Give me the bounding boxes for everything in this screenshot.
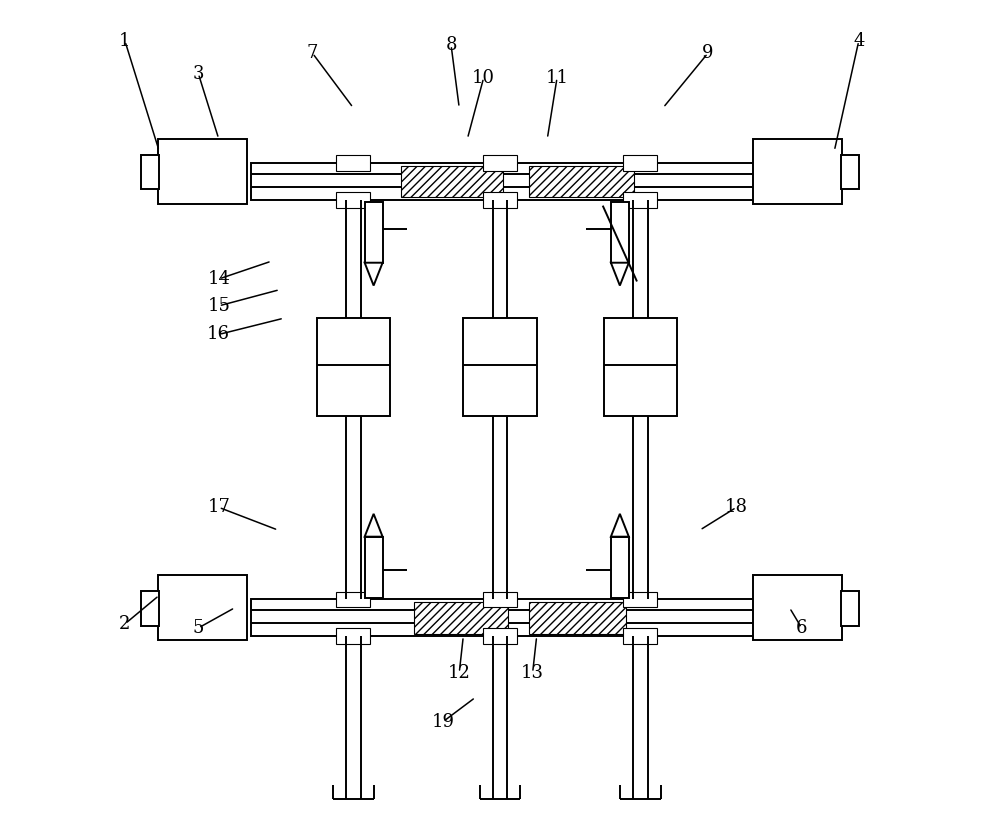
Text: 12: 12 xyxy=(448,664,471,682)
Bar xyxy=(141,155,159,190)
Bar xyxy=(251,599,761,636)
Text: 6: 6 xyxy=(796,619,807,637)
Bar xyxy=(158,139,247,204)
Bar xyxy=(336,592,370,607)
Bar xyxy=(623,192,657,208)
Bar xyxy=(611,201,629,263)
Text: 9: 9 xyxy=(702,44,714,62)
Bar xyxy=(158,575,247,641)
Bar xyxy=(753,575,842,641)
Text: 15: 15 xyxy=(207,297,230,315)
Bar xyxy=(841,155,859,190)
Text: 2: 2 xyxy=(119,615,131,633)
Text: 16: 16 xyxy=(207,325,230,344)
Bar xyxy=(317,318,390,416)
Bar xyxy=(623,628,657,644)
Bar xyxy=(529,602,626,634)
Text: 5: 5 xyxy=(193,619,204,637)
Bar xyxy=(251,163,761,200)
Bar xyxy=(365,201,383,263)
Text: 1: 1 xyxy=(119,32,131,50)
Bar xyxy=(623,156,657,171)
Bar xyxy=(483,592,517,607)
Bar xyxy=(414,602,508,634)
Bar xyxy=(483,628,517,644)
Text: 13: 13 xyxy=(521,664,544,682)
Bar xyxy=(336,628,370,644)
Polygon shape xyxy=(365,514,383,537)
Polygon shape xyxy=(611,263,629,285)
Bar xyxy=(529,166,634,197)
Text: 10: 10 xyxy=(472,68,495,87)
Text: 11: 11 xyxy=(546,68,569,87)
Text: 19: 19 xyxy=(431,713,454,730)
Polygon shape xyxy=(365,263,383,285)
Text: 17: 17 xyxy=(207,498,230,517)
Bar xyxy=(336,156,370,171)
Bar xyxy=(623,592,657,607)
Text: 14: 14 xyxy=(207,270,230,288)
Text: 8: 8 xyxy=(445,36,457,54)
Bar xyxy=(604,318,677,416)
Text: 18: 18 xyxy=(725,498,748,517)
Text: 4: 4 xyxy=(853,32,864,50)
Bar xyxy=(365,537,383,598)
Bar xyxy=(753,139,842,204)
Bar xyxy=(336,192,370,208)
Text: 7: 7 xyxy=(307,44,318,62)
Text: 3: 3 xyxy=(193,65,204,82)
Bar xyxy=(401,166,503,197)
Bar xyxy=(483,156,517,171)
Bar xyxy=(611,537,629,598)
Bar xyxy=(841,592,859,626)
Bar xyxy=(483,192,517,208)
Bar xyxy=(141,592,159,626)
Bar xyxy=(463,318,537,416)
Polygon shape xyxy=(611,514,629,537)
